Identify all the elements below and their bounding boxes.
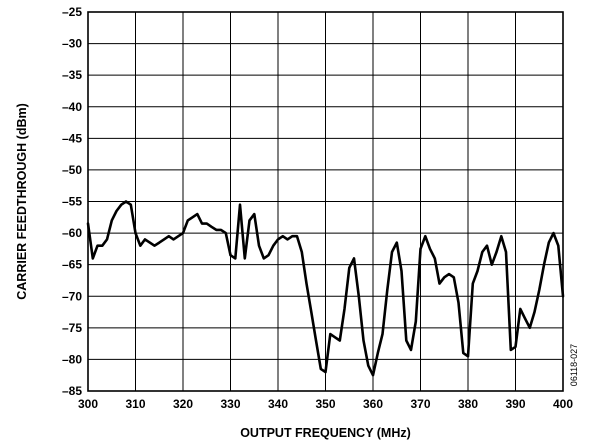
x-tick-label: 360: [363, 397, 383, 411]
y-tick-label: –50: [62, 163, 82, 177]
x-tick-label: 390: [505, 397, 525, 411]
x-tick-label: 370: [410, 397, 430, 411]
y-tick-label: –45: [62, 131, 82, 145]
y-tick-label: –75: [62, 321, 82, 335]
plot-frame: [87, 11, 564, 392]
x-tick-label: 300: [78, 397, 98, 411]
y-tick-label: –80: [62, 352, 82, 366]
x-tick-label: 340: [268, 397, 288, 411]
y-axis-title: CARRIER FEEDTHROUGH (dBm): [15, 103, 29, 300]
y-tick-label: –60: [62, 226, 82, 240]
y-tick-label: –40: [62, 100, 82, 114]
x-tick-label: 350: [315, 397, 335, 411]
y-tick-label: –25: [62, 5, 82, 19]
figure-id-label: 06118-027: [569, 344, 579, 386]
x-tick-label: 400: [553, 397, 573, 411]
y-tick-label: –55: [62, 195, 82, 209]
x-tick-labels: 300 310 320 330 340 350 360 370 380 390 400: [78, 397, 573, 411]
x-tick-label: 320: [173, 397, 193, 411]
series-line-carrier-feedthrough: [86, 200, 565, 377]
x-tick-label: 330: [220, 397, 240, 411]
y-tick-label: –30: [62, 37, 82, 51]
y-tick-label: –70: [62, 289, 82, 303]
y-tick-label: –65: [62, 258, 82, 272]
y-tick-label: –85: [62, 384, 82, 398]
x-tick-label: 310: [125, 397, 145, 411]
x-tick-label: 380: [458, 397, 478, 411]
y-tick-label: –35: [62, 68, 82, 82]
x-axis-title: OUTPUT FREQUENCY (MHz): [240, 426, 411, 440]
grid-lines: [87, 11, 564, 392]
y-tick-labels: –25 –30 –35 –40 –45 –50 –55 –60 –65 –70 –75 –80 –85: [62, 5, 82, 398]
